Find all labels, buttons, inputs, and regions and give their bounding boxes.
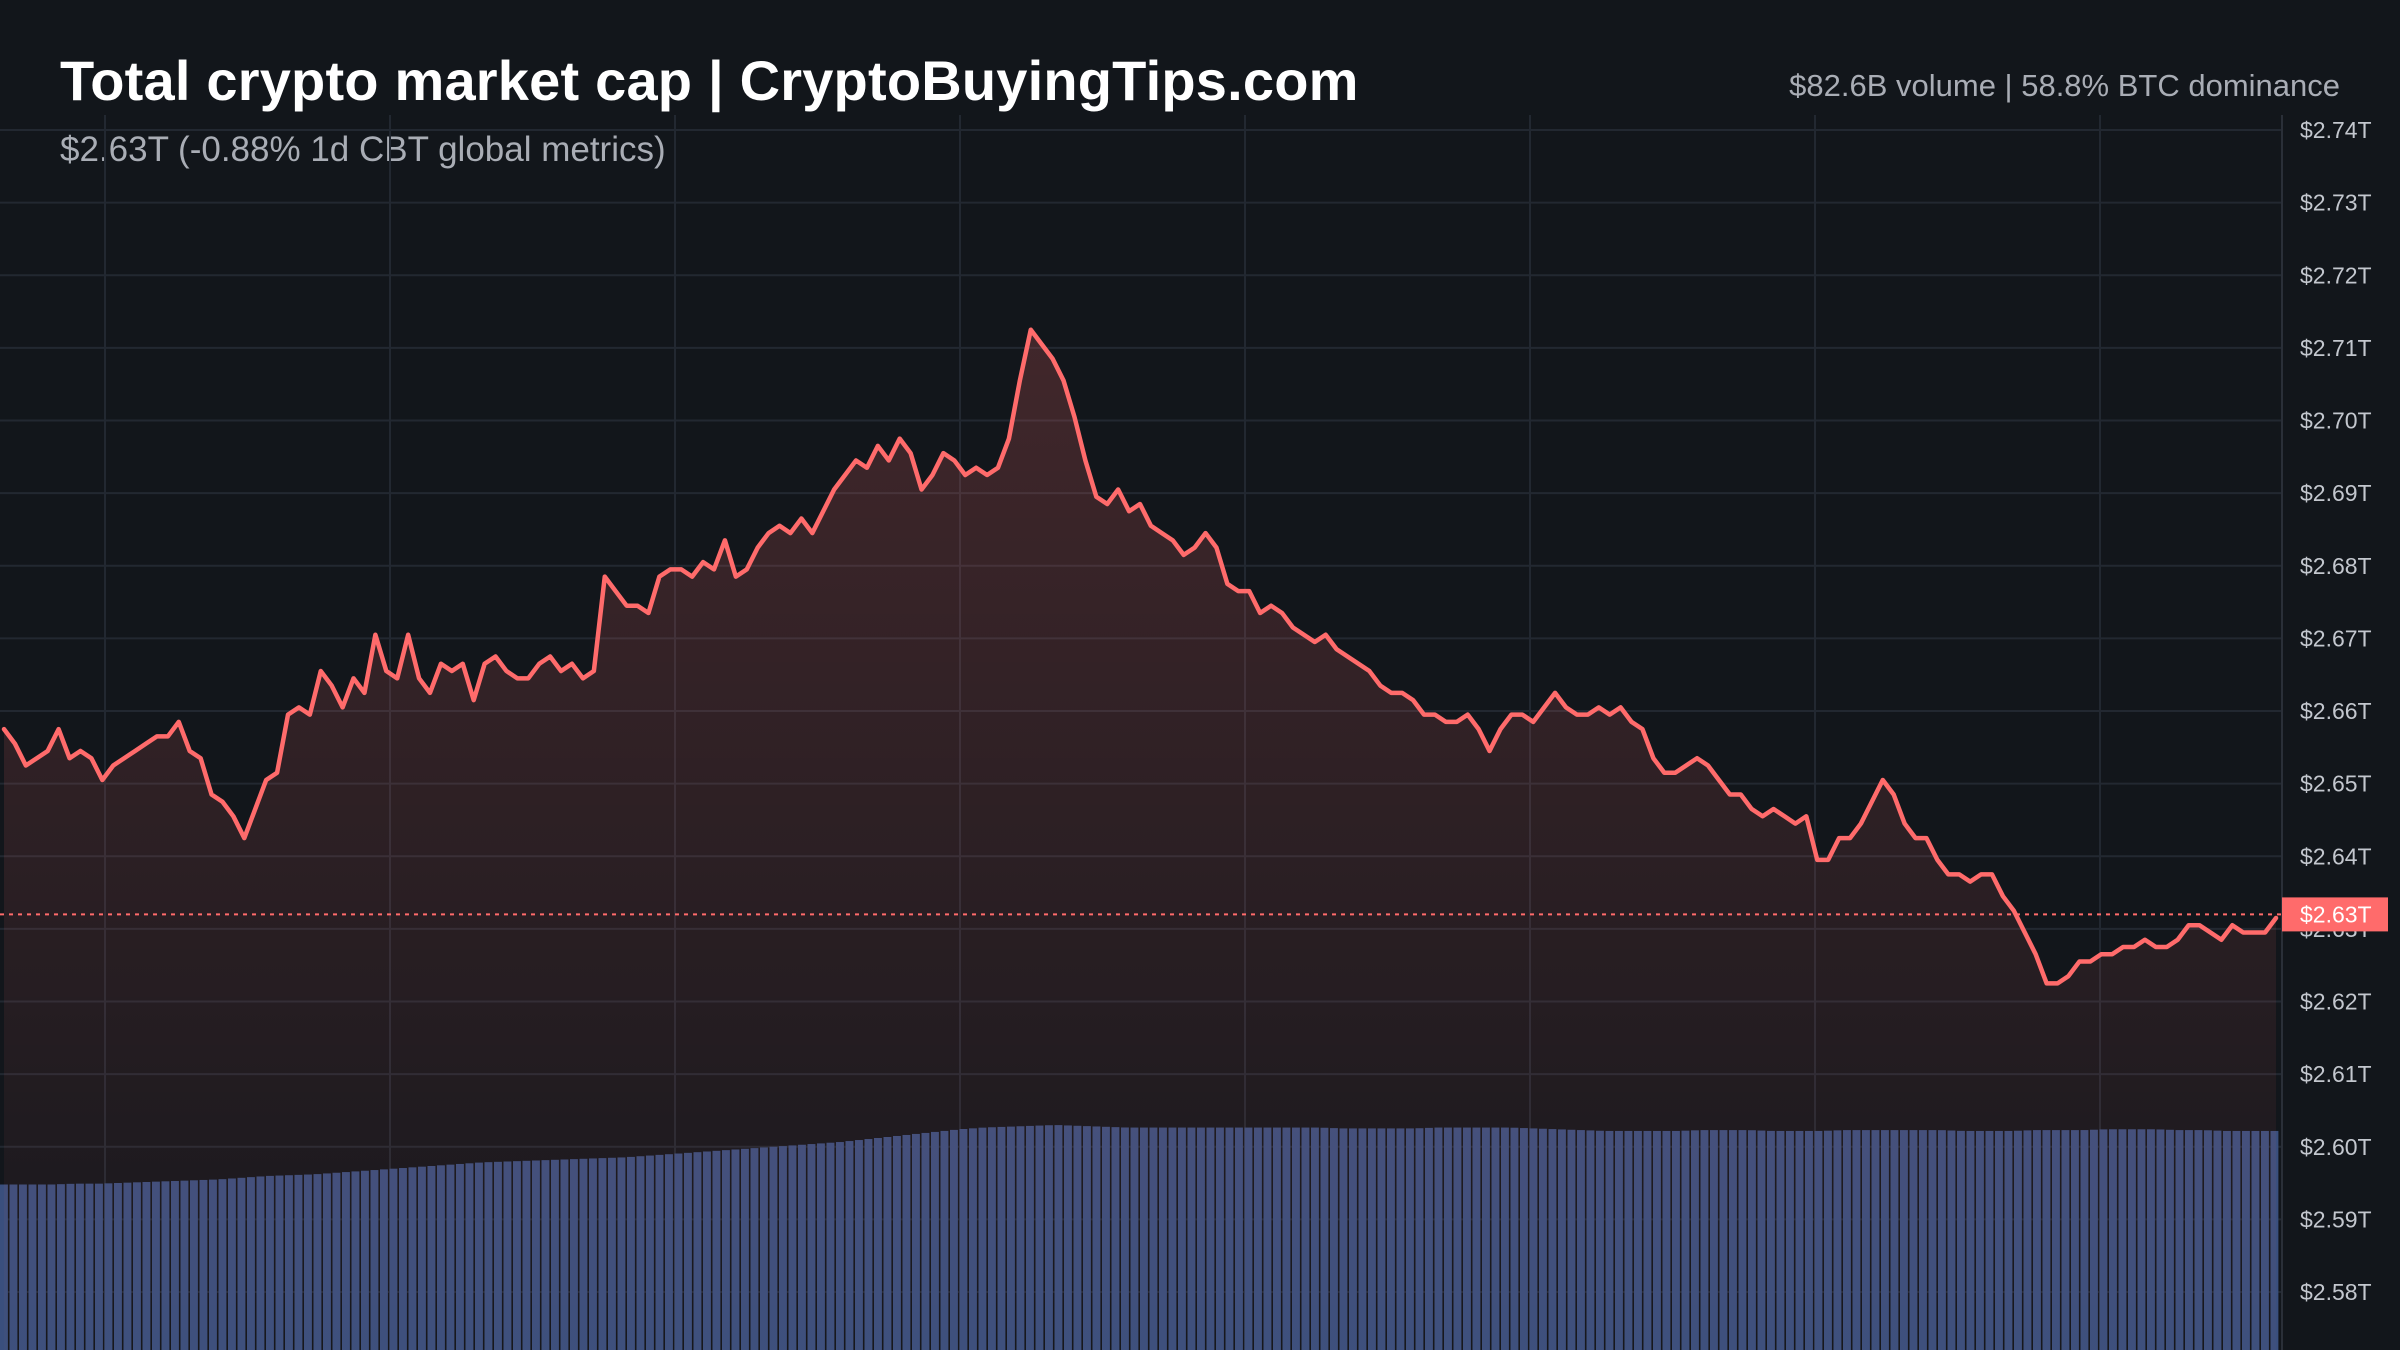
y-tick-label: $2.61T: [2300, 1061, 2372, 1087]
y-tick-label: $2.69T: [2300, 480, 2372, 506]
y-tick-label: $2.73T: [2300, 190, 2372, 216]
current-price-badge-bg: [2282, 897, 2388, 932]
current-price-label: $2.63T: [2300, 901, 2372, 927]
y-tick-label: $2.62T: [2300, 989, 2372, 1015]
y-tick-label: $2.59T: [2300, 1206, 2372, 1232]
price-area-fill: [4, 329, 2276, 1350]
y-tick-label: $2.66T: [2300, 698, 2372, 724]
volume-bar: [0, 1184, 8, 1350]
chart-subtitle: $2.63T (-0.88% 1d CBT global metrics): [60, 130, 666, 169]
price-line: [1, 327, 2279, 986]
y-tick-label: $2.68T: [2300, 553, 2372, 579]
y-tick-label: $2.58T: [2300, 1279, 2372, 1305]
y-tick-label: $2.64T: [2300, 843, 2372, 869]
y-tick-label: $2.65T: [2300, 771, 2372, 797]
y-tick-label: $2.60T: [2300, 1134, 2372, 1160]
y-tick-label: $2.72T: [2300, 262, 2372, 288]
y-axis: $2.74T $2.73T $2.72T $2.71T $2.70T $2.69T $2.6…: [2300, 117, 2372, 1305]
chart-title: Total crypto market cap | CryptoBuyingTi…: [60, 49, 1359, 112]
market-stats: $82.6B volume | 58.8% BTC dominance: [1789, 68, 2340, 103]
current-price-badge: $2.63T: [2282, 897, 2388, 932]
y-tick-label: $2.67T: [2300, 625, 2372, 651]
y-tick-label: $2.71T: [2300, 335, 2372, 361]
y-tick-label: $2.70T: [2300, 408, 2372, 434]
y-tick-label: $2.74T: [2300, 117, 2372, 143]
